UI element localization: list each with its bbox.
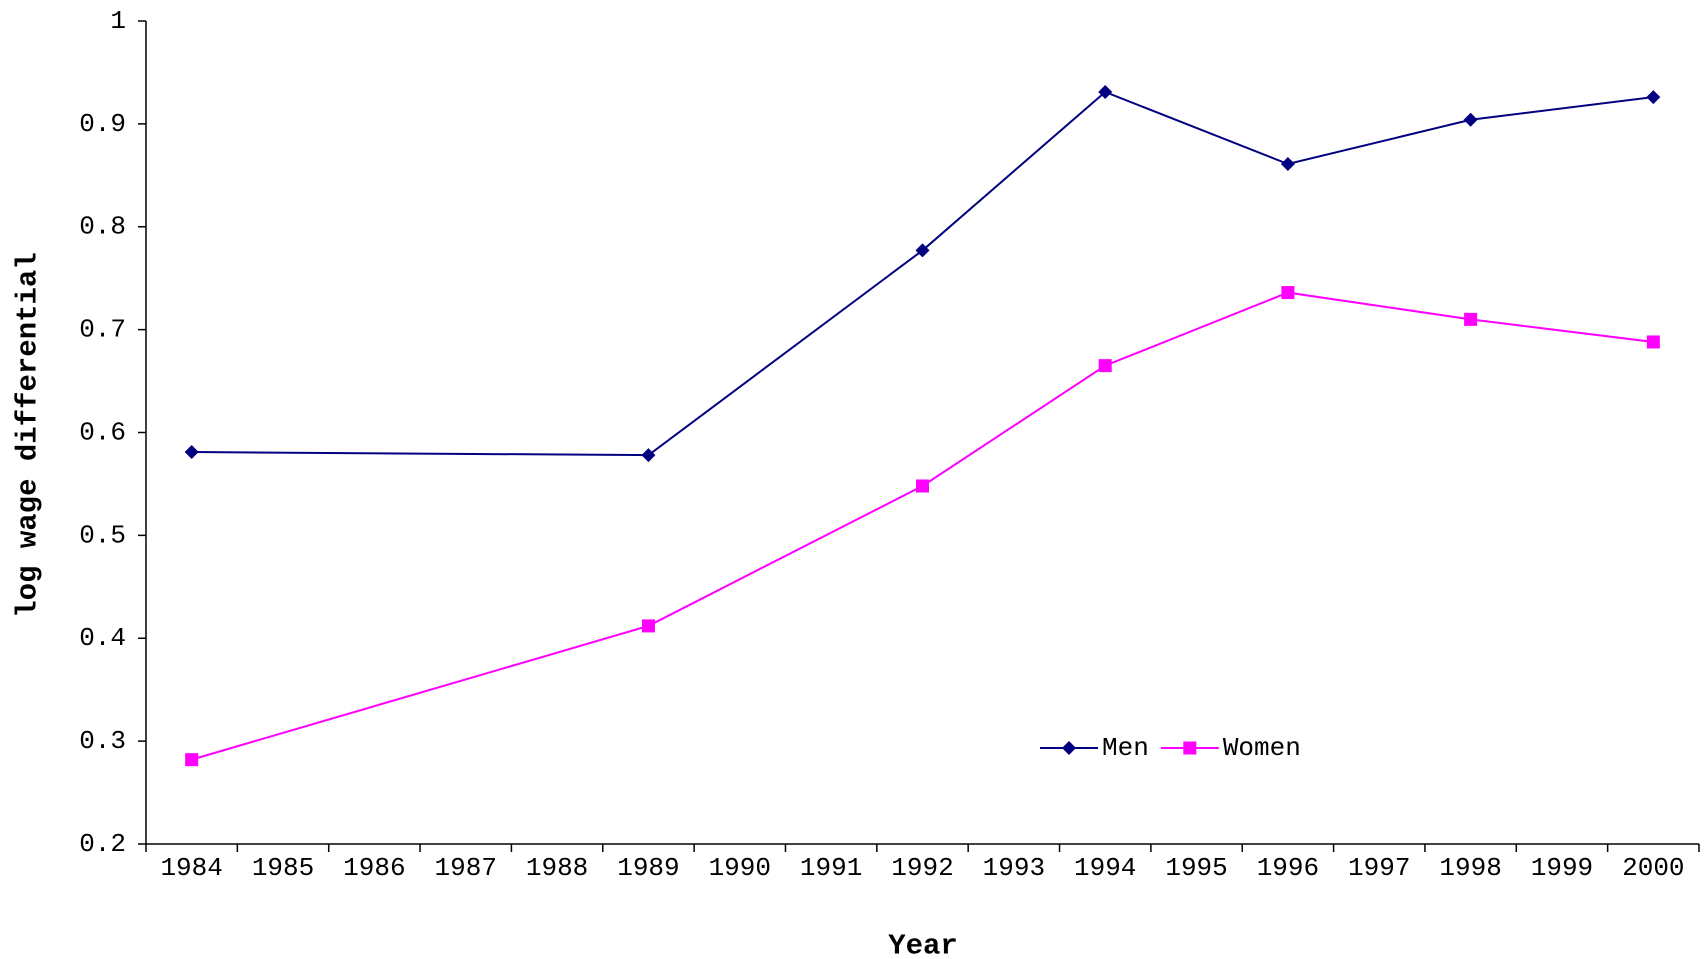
x-tick-label: 2000 [1622,853,1684,883]
data-point [1646,335,1660,349]
y-tick-label: 0.9 [79,109,126,139]
y-axis-title: log wage differential [12,252,45,617]
x-tick-label: 1991 [800,853,862,883]
legend-marker [1183,741,1197,755]
x-axis-title: Year [888,930,958,959]
x-tick-label: 1988 [526,853,588,883]
data-point [1098,84,1113,99]
x-tick-label: 1990 [709,853,771,883]
y-tick-label: 0.6 [79,417,126,447]
x-tick-label: 1986 [343,853,405,883]
y-tick-label: 1 [110,6,126,36]
x-tick-label: 1996 [1257,853,1319,883]
x-tick-label: 1993 [983,853,1045,883]
legend-label: Women [1223,733,1301,763]
y-tick-label: 0.7 [79,315,126,345]
x-tick-label: 1994 [1074,853,1136,883]
y-tick-label: 0.8 [79,212,126,242]
data-point [185,753,199,767]
y-tick-label: 0.5 [79,520,126,550]
series-line [191,291,1654,761]
y-tick-label: 0.3 [79,726,126,756]
data-point [1098,359,1112,373]
data-point [641,448,656,463]
data-point [1646,90,1661,105]
data-point [1281,286,1295,300]
x-tick-label: 1999 [1531,853,1593,883]
y-tick-label: 0.4 [79,623,126,653]
x-tick-label: 1984 [160,853,222,883]
x-tick-label: 1997 [1348,853,1410,883]
x-tick-label: 1992 [891,853,953,883]
data-point [1463,112,1478,127]
x-tick-label: 1995 [1165,853,1227,883]
x-tick-label: 1989 [617,853,679,883]
series-line [191,90,1654,457]
x-tick-label: 1985 [252,853,314,883]
legend-label: Men [1102,733,1149,763]
data-point [184,445,199,460]
x-tick-label: 1998 [1439,853,1501,883]
x-tick-label: 1987 [435,853,497,883]
data-point [915,243,930,258]
data-point [916,479,929,493]
y-tick-label: 0.2 [79,829,126,859]
data-point [641,619,655,633]
data-point [1464,312,1478,326]
legend-marker [1062,741,1076,755]
data-point [1280,156,1295,171]
